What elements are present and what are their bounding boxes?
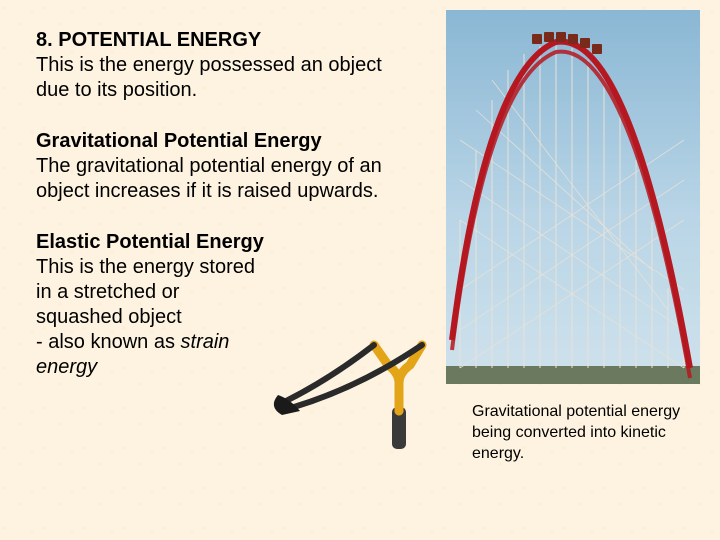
slingshot-image: [260, 315, 440, 455]
text-epe-1: This is the energy stored in a stretched…: [36, 255, 256, 330]
rollercoaster-image: [446, 10, 700, 384]
heading-potential-energy: 8. POTENTIAL ENERGY: [36, 28, 396, 53]
section-potential-energy: 8. POTENTIAL ENERGY This is the energy p…: [36, 28, 396, 103]
text-epe-2a: - also known as: [36, 331, 181, 353]
section-gravitational-pe: Gravitational Potential Energy The gravi…: [36, 129, 396, 204]
rollercoaster-svg: [446, 10, 700, 384]
slingshot-svg: [260, 315, 440, 455]
text-gpe: The gravitational potential energy of an…: [36, 154, 396, 204]
slide-page: 8. POTENTIAL ENERGY This is the energy p…: [0, 0, 720, 540]
text-epe-2: - also known as strain energy: [36, 330, 256, 380]
heading-gpe: Gravitational Potential Energy: [36, 129, 396, 154]
caption-gpe: Gravitational potential energy being con…: [472, 402, 682, 464]
heading-epe: Elastic Potential Energy: [36, 230, 396, 255]
text-potential-energy: This is the energy possessed an object d…: [36, 53, 396, 103]
